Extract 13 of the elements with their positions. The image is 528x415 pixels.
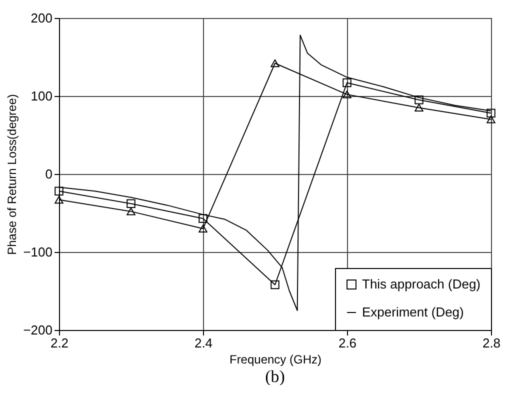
y-axis-title: Phase of Return Loss(degree): [5, 94, 20, 255]
legend-label: This approach (Deg): [362, 276, 480, 292]
x-tick-label: 2.2: [50, 336, 69, 350]
y-tick-label: −200: [23, 322, 52, 338]
y-tick-label: 200: [30, 10, 52, 26]
y-tick-label: −100: [23, 244, 52, 260]
x-tick-label: 2.8: [482, 336, 501, 350]
x-axis-title: Frequency (GHz): [229, 352, 322, 366]
x-tick-label: 2.4: [194, 336, 213, 350]
x-tick-label: 2.6: [338, 336, 357, 350]
y-tick-label: 100: [30, 88, 52, 104]
legend-label: Experiment (Deg): [362, 304, 464, 320]
y-tick-label: 0: [45, 166, 52, 182]
